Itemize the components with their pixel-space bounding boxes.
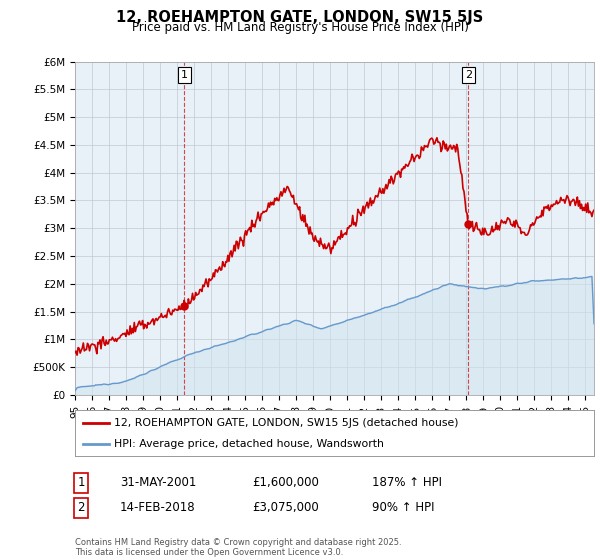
Text: HPI: Average price, detached house, Wandsworth: HPI: Average price, detached house, Wand… <box>114 439 384 449</box>
Text: 1: 1 <box>181 70 188 80</box>
Text: 1: 1 <box>77 476 85 489</box>
Text: 31-MAY-2001: 31-MAY-2001 <box>120 476 196 489</box>
Text: 12, ROEHAMPTON GATE, LONDON, SW15 5JS (detached house): 12, ROEHAMPTON GATE, LONDON, SW15 5JS (d… <box>114 418 458 428</box>
Text: 14-FEB-2018: 14-FEB-2018 <box>120 501 196 515</box>
Text: £1,600,000: £1,600,000 <box>252 476 319 489</box>
Text: 90% ↑ HPI: 90% ↑ HPI <box>372 501 434 515</box>
Text: 187% ↑ HPI: 187% ↑ HPI <box>372 476 442 489</box>
Text: Price paid vs. HM Land Registry's House Price Index (HPI): Price paid vs. HM Land Registry's House … <box>131 21 469 34</box>
Text: 2: 2 <box>77 501 85 515</box>
Text: 12, ROEHAMPTON GATE, LONDON, SW15 5JS: 12, ROEHAMPTON GATE, LONDON, SW15 5JS <box>116 10 484 25</box>
Text: £3,075,000: £3,075,000 <box>252 501 319 515</box>
Text: 2: 2 <box>465 70 472 80</box>
Text: Contains HM Land Registry data © Crown copyright and database right 2025.
This d: Contains HM Land Registry data © Crown c… <box>75 538 401 557</box>
